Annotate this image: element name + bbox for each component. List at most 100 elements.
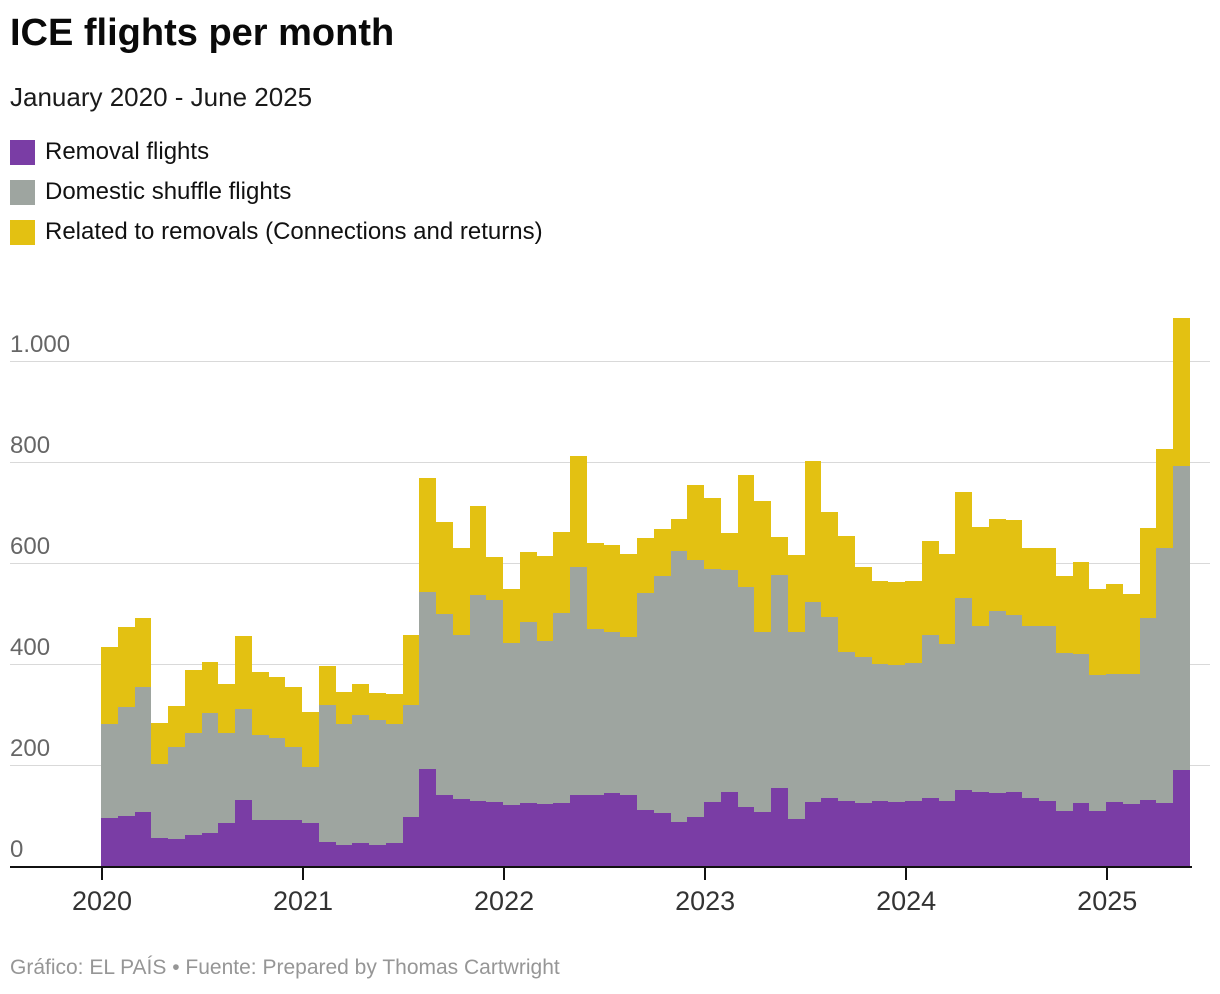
- bar-segment-removal: [972, 792, 989, 866]
- bar-segment-domestic-shuffle: [603, 631, 621, 793]
- bar-segment-domestic-shuffle: [653, 575, 671, 813]
- bar-segment-removal: [921, 797, 939, 866]
- bar-segment-removal: [302, 823, 319, 866]
- bar-segment-removal: [168, 839, 185, 866]
- legend-label-domestic-shuffle: Domestic shuffle flights: [45, 178, 292, 205]
- bar-segment-related-removals: [201, 661, 219, 713]
- x-tick-label: 2021: [272, 886, 334, 916]
- bar-apr-2024: [955, 300, 972, 866]
- bar-segment-removal: [318, 841, 336, 866]
- bar-segment-domestic-shuffle: [905, 662, 922, 801]
- bar-segment-removal: [1122, 804, 1140, 866]
- bar-jan-2020: [101, 300, 118, 866]
- bar-dec-2020: [285, 300, 302, 866]
- bar-mar-2022: [536, 300, 554, 866]
- bar-segment-domestic-shuffle: [871, 663, 889, 801]
- bar-segment-related-removals: [1072, 561, 1090, 655]
- bar-segment-domestic-shuffle: [503, 643, 520, 806]
- bar-apr-2022: [553, 300, 570, 866]
- bar-segment-removal: [670, 821, 688, 866]
- bar-segment-removal: [821, 797, 838, 866]
- bar-jul-2024: [1005, 300, 1023, 866]
- bar-jun-2020: [184, 300, 202, 866]
- bar-segment-domestic-shuffle: [1139, 617, 1157, 800]
- bar-segment-related-removals: [486, 557, 503, 600]
- bar-segment-removal: [838, 800, 855, 866]
- x-tick-mark: [101, 868, 103, 880]
- bar-segment-domestic-shuffle: [536, 640, 554, 805]
- bar-jun-2022: [586, 300, 604, 866]
- bar-may-2024: [972, 300, 989, 866]
- bar-segment-removal: [1005, 792, 1023, 866]
- bar-feb-2020: [117, 300, 135, 866]
- bar-segment-removal: [704, 802, 721, 866]
- bar-segment-removal: [771, 788, 788, 866]
- bar-segment-removal: [988, 793, 1006, 866]
- bar-mar-2020: [134, 300, 152, 866]
- bar-segment-related-removals: [871, 580, 889, 664]
- bar-segment-removal: [235, 799, 252, 866]
- bar-segment-removal: [519, 802, 537, 866]
- bar-segment-related-removals: [1005, 519, 1023, 616]
- bar-segment-removal: [419, 768, 436, 866]
- bar-mar-2021: [335, 300, 353, 866]
- bar-nov-2020: [268, 300, 286, 866]
- bar-segment-removal: [218, 823, 235, 866]
- bar-jun-2021: [385, 300, 403, 866]
- y-tick-label: 400: [10, 634, 51, 661]
- bar-segment-removal: [536, 804, 554, 866]
- bar-segment-related-removals: [921, 540, 939, 636]
- bar-segment-related-removals: [452, 548, 470, 636]
- bar-segment-domestic-shuffle: [452, 635, 470, 800]
- bar-segment-domestic-shuffle: [787, 631, 805, 819]
- legend-item-domestic-shuffle: Domestic shuffle flights: [10, 176, 543, 208]
- bar-segment-removal: [938, 800, 956, 866]
- y-grid-line: [10, 361, 1210, 362]
- bar-segment-domestic-shuffle: [235, 709, 252, 800]
- bar-segment-domestic-shuffle: [1072, 654, 1090, 804]
- bar-segment-related-removals: [637, 538, 654, 594]
- bar-sep-2024: [1039, 300, 1056, 866]
- bar-aug-2023: [821, 300, 838, 866]
- bar-segment-domestic-shuffle: [117, 706, 135, 816]
- bar-segment-domestic-shuffle: [553, 612, 570, 803]
- bar-segment-domestic-shuffle: [519, 621, 537, 803]
- bar-segment-domestic-shuffle: [704, 568, 721, 803]
- bar-may-2021: [369, 300, 386, 866]
- bar-aug-2022: [620, 300, 637, 866]
- bar-segment-removal: [385, 843, 403, 866]
- bar-segment-related-removals: [1106, 584, 1123, 675]
- bar-segment-removal: [369, 844, 386, 866]
- bar-nov-2023: [871, 300, 889, 866]
- bar-segment-domestic-shuffle: [318, 704, 336, 842]
- x-tick-mark: [302, 868, 305, 880]
- bar-segment-domestic-shuffle: [268, 737, 286, 821]
- bar-segment-domestic-shuffle: [988, 610, 1006, 794]
- bar-segment-removal: [754, 812, 771, 866]
- bar-apr-2023: [754, 300, 771, 866]
- bar-segment-removal: [503, 805, 520, 866]
- bar-segment-related-removals: [955, 491, 972, 598]
- bar-segment-domestic-shuffle: [771, 575, 788, 789]
- bar-apr-2025: [1156, 300, 1173, 866]
- bar-segment-domestic-shuffle: [570, 566, 587, 796]
- bar-segment-domestic-shuffle: [419, 591, 436, 769]
- bar-segment-related-removals: [1089, 588, 1106, 676]
- bar-oct-2024: [1055, 300, 1073, 866]
- x-tick-mark: [1106, 868, 1109, 880]
- bar-feb-2022: [519, 300, 537, 866]
- x-tick-label: 2025: [1077, 886, 1138, 916]
- bar-segment-domestic-shuffle: [335, 723, 353, 845]
- bar-segment-related-removals: [938, 553, 956, 645]
- bar-segment-related-removals: [1055, 576, 1073, 654]
- source-credit: Gráfico: EL PAÍS • Fuente: Prepared by T…: [10, 956, 560, 979]
- x-tick-label: 2023: [675, 886, 736, 916]
- bar-segment-removal: [888, 801, 905, 866]
- bar-segment-removal: [1072, 803, 1090, 866]
- bar-segment-related-removals: [737, 475, 755, 587]
- bar-segment-removal: [603, 792, 621, 866]
- bar-segment-related-removals: [101, 647, 118, 724]
- legend-label-related-removals: Related to removals (Connections and ret…: [45, 218, 543, 245]
- bar-segment-removal: [251, 819, 269, 866]
- x-tick-mark: [704, 868, 707, 880]
